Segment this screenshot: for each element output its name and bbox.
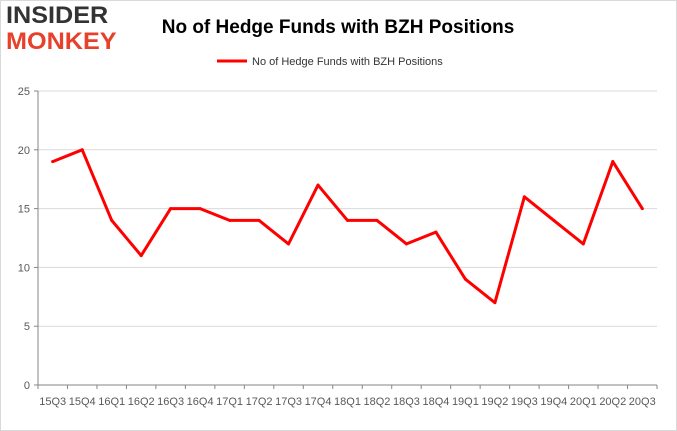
data-point [257, 218, 261, 222]
data-point [346, 218, 349, 222]
data-point [198, 207, 202, 211]
x-tick-label: 20Q3 [629, 396, 656, 408]
data-point [375, 218, 379, 222]
y-axis-ticks: 0 5 10 15 20 25 [18, 86, 38, 392]
legend-label: No of Hedge Funds with BZH Positions [252, 56, 443, 68]
data-point [404, 242, 408, 246]
y-tick-label: 15 [18, 204, 30, 216]
data-point [228, 218, 232, 222]
insider-monkey-logo: INSIDER MONKEY [6, 4, 117, 54]
data-point [51, 160, 55, 164]
x-tick-label: 19Q3 [511, 396, 538, 408]
data-point [169, 207, 173, 211]
data-point [581, 242, 585, 246]
data-point [316, 183, 320, 187]
logo-line-1: INSIDER [6, 2, 109, 29]
y-tick-label: 10 [18, 262, 30, 274]
x-axis-ticks: 15Q3 15Q4 16Q1 16Q2 16Q3 16Q4 17Q1 17Q2 17Q3 17Q4… [37, 385, 658, 408]
data-point [287, 242, 291, 246]
x-tick-label: 19Q4 [540, 396, 567, 408]
grid-lines [38, 90, 657, 327]
x-tick-label: 19Q1 [452, 396, 479, 408]
data-point [110, 218, 114, 222]
x-tick-label: 16Q2 [128, 396, 155, 408]
x-tick-label: 17Q4 [305, 396, 332, 408]
series-line [51, 148, 644, 305]
chart-axes [37, 91, 657, 386]
x-tick-label: 16Q4 [187, 396, 214, 408]
y-tick-label: 20 [18, 145, 30, 157]
data-point [80, 148, 84, 152]
data-point [611, 160, 615, 164]
chart-title: No of Hedge Funds with BZH Positions [162, 17, 515, 38]
x-tick-label: 16Q1 [98, 396, 125, 408]
data-point [552, 218, 556, 222]
x-tick-label: 20Q1 [570, 396, 597, 408]
x-tick-label: 17Q1 [216, 396, 243, 408]
x-tick-label: 15Q3 [39, 396, 66, 408]
chart-series [51, 148, 644, 305]
data-point [522, 195, 526, 199]
y-tick-label: 5 [24, 321, 30, 333]
x-tick-label: 18Q1 [334, 396, 361, 408]
chart-legend: No of Hedge Funds with BZH Positions [217, 56, 443, 68]
x-tick-label: 18Q4 [422, 396, 449, 408]
logo-line-2: MONKEY [6, 28, 117, 55]
x-tick-label: 18Q3 [393, 396, 420, 408]
x-tick-label: 20Q2 [599, 396, 626, 408]
y-tick-label: 25 [18, 86, 30, 98]
data-point [434, 230, 438, 234]
y-tick-label: 0 [24, 380, 30, 392]
data-point [139, 254, 143, 258]
x-tick-label: 17Q3 [275, 396, 302, 408]
x-tick-label: 18Q2 [364, 396, 391, 408]
x-tick-label: 19Q2 [481, 396, 508, 408]
data-point [640, 207, 644, 211]
data-point [493, 301, 497, 305]
x-tick-label: 17Q2 [246, 396, 273, 408]
data-point [463, 277, 467, 281]
x-tick-label: 15Q4 [69, 396, 96, 408]
x-tick-label: 16Q3 [157, 396, 184, 408]
